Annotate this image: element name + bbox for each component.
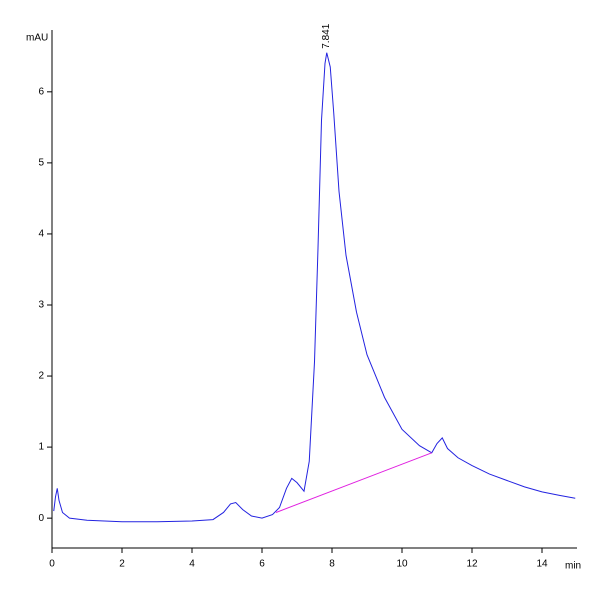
x-tick-label: 12 bbox=[466, 559, 478, 570]
y-tick-label: 3 bbox=[38, 300, 44, 311]
y-tick-label: 5 bbox=[38, 158, 44, 169]
x-tick-label: 2 bbox=[119, 559, 125, 570]
x-tick-label: 4 bbox=[189, 559, 195, 570]
y-axis-label: mAU bbox=[26, 33, 48, 44]
y-tick-label: 6 bbox=[38, 86, 44, 97]
y-tick-label: 2 bbox=[38, 371, 44, 382]
y-tick-label: 1 bbox=[38, 442, 44, 453]
x-tick-label: 14 bbox=[536, 559, 548, 570]
peak-label: 7.841 bbox=[321, 23, 332, 48]
signal-line bbox=[53, 52, 576, 523]
y-tick-label: 0 bbox=[38, 513, 44, 524]
x-tick-label: 6 bbox=[259, 559, 265, 570]
baseline-line bbox=[275, 452, 432, 513]
y-tick-label: 4 bbox=[38, 229, 44, 240]
x-tick-label: 10 bbox=[396, 559, 408, 570]
x-axis-label: min bbox=[565, 561, 581, 572]
x-tick-label: 8 bbox=[329, 559, 335, 570]
x-tick-label: 0 bbox=[49, 559, 55, 570]
